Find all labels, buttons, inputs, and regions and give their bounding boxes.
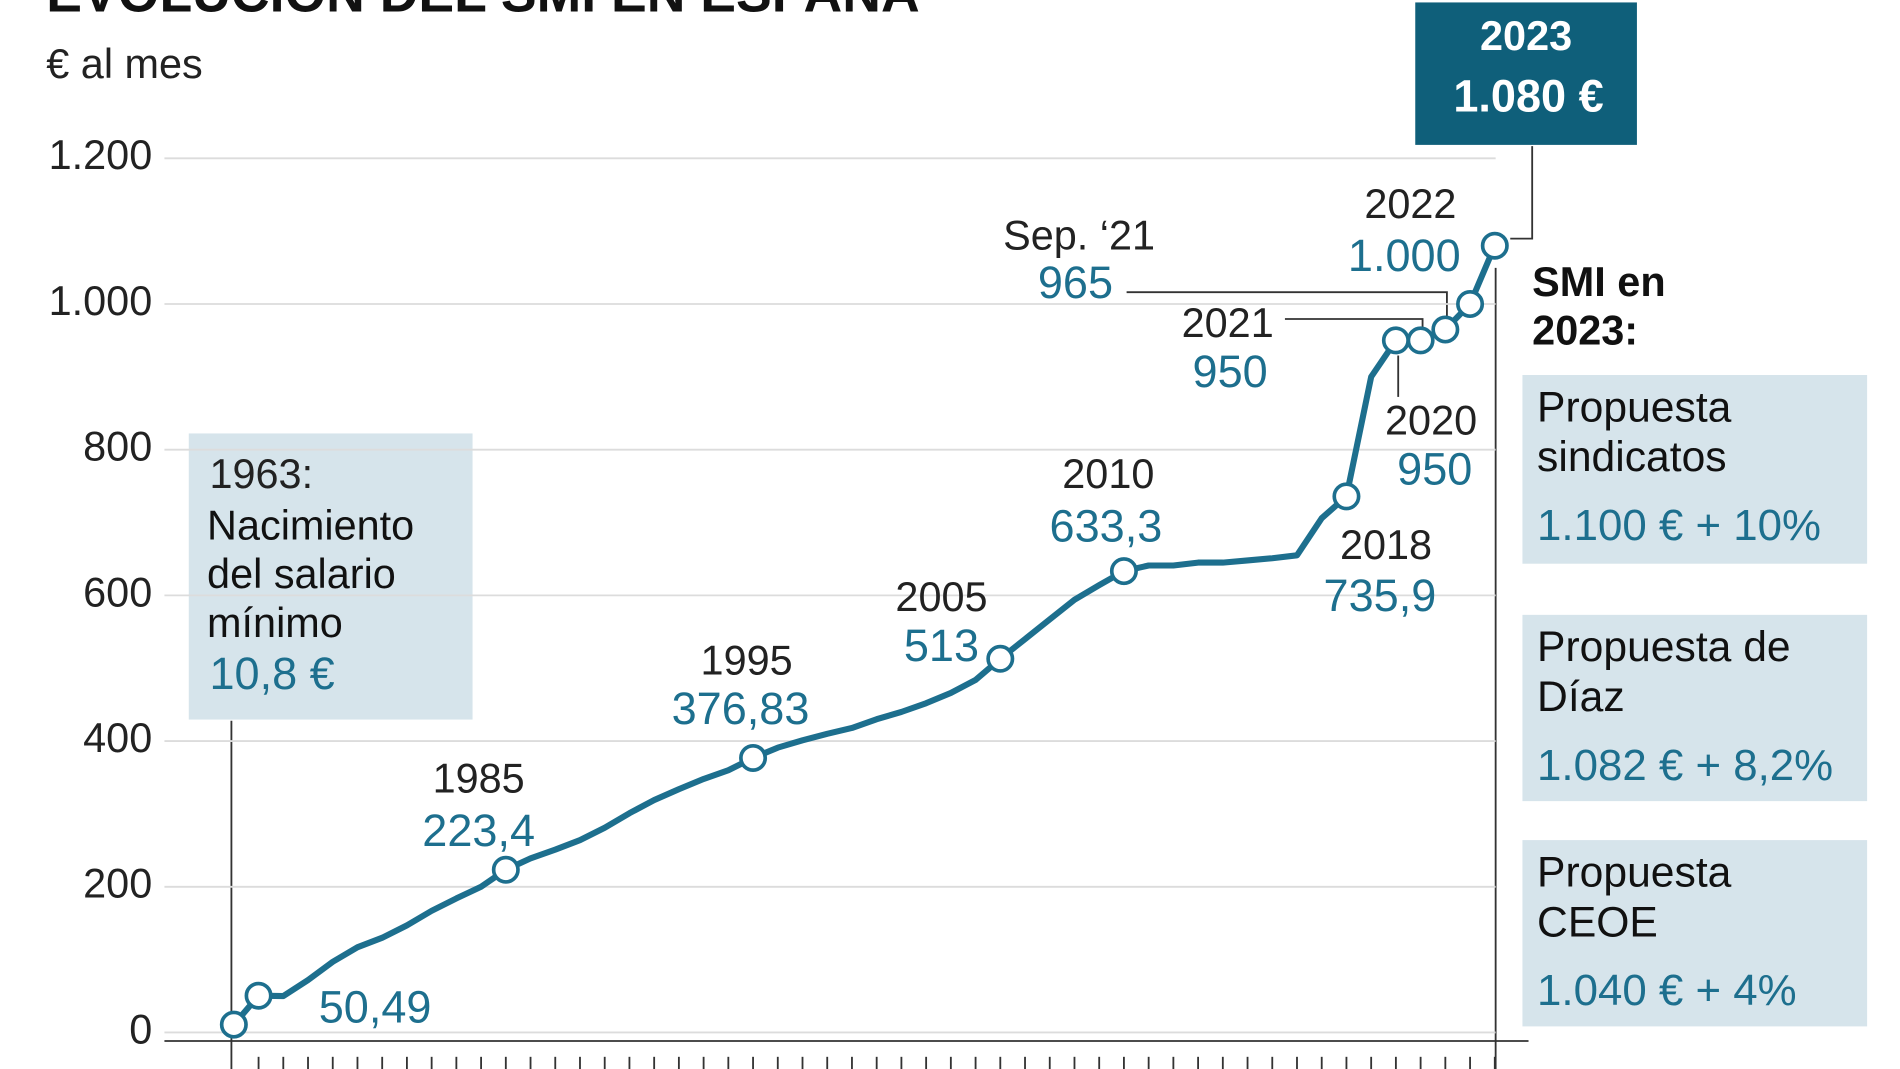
point [1431, 315, 1460, 344]
data-label: 10,8 € [209, 648, 334, 699]
y-tick-label: 200 [83, 861, 152, 907]
point [1381, 326, 1410, 355]
point-year-label: 2020 [1385, 398, 1477, 444]
point-year-label: 2010 [1062, 451, 1154, 497]
point [1109, 557, 1138, 586]
data-label: 735,9 [1324, 570, 1437, 621]
proposal-value: 1.040 € + 4% [1537, 966, 1797, 1015]
point-year-label: 2023 [1480, 13, 1572, 59]
y-tick-label: 1.200 [49, 132, 153, 178]
annotation: Nacimiento del salario mínimo [207, 502, 415, 647]
proposal-label-text: Propuesta CEOE [1537, 848, 1732, 947]
line [231, 244, 1498, 1027]
y-tick-label: 400 [83, 715, 152, 761]
y-tick-label: 0 [129, 1006, 152, 1052]
y-tick-label: 600 [83, 569, 152, 615]
proposal-label: Propuesta de Díaz [1537, 623, 1791, 721]
proposal-label-text: Propuesta sindicatos [1537, 383, 1732, 481]
data-label: 950 [1397, 443, 1472, 494]
data-label: 950 [1193, 346, 1268, 397]
point-year-label: 2018 [1340, 522, 1432, 568]
point [219, 1010, 248, 1039]
y-tick-label: 800 [83, 424, 152, 470]
proposal-label-text: Propuesta de Díaz [1537, 623, 1791, 721]
data-label: 223,4 [422, 805, 535, 856]
data-label: 50,49 [319, 981, 432, 1032]
proposal-value: 1.100 € + 10% [1537, 501, 1821, 550]
point-year-label: 1995 [701, 638, 793, 684]
point-year-label: 2022 [1364, 181, 1456, 227]
point-year-label: 2021 [1182, 300, 1274, 346]
data-label: 633,3 [1050, 501, 1163, 552]
y-tick-label: 1.000 [49, 278, 153, 324]
point [491, 855, 520, 884]
leader-line [1510, 146, 1534, 240]
data-label: 1.080 € [1453, 71, 1603, 122]
proposal-label: Propuesta CEOE [1537, 848, 1732, 947]
data-label: 965 [1038, 257, 1113, 308]
point [244, 981, 273, 1010]
leaders [164, 146, 1534, 1069]
point-year-label: 1985 [433, 756, 525, 802]
point [1456, 289, 1485, 318]
proposal-label: Propuesta sindicatos [1537, 383, 1732, 481]
proposal-box [1522, 614, 1868, 802]
point-year-label: 2005 [895, 574, 987, 620]
data-label: 1.000 [1348, 230, 1461, 281]
highlight-box [1415, 2, 1637, 145]
point [1480, 231, 1509, 260]
point [1406, 326, 1435, 355]
proposal-box [1522, 375, 1868, 564]
point [986, 644, 1015, 673]
side-title-text: SMI en 2023: [1532, 259, 1666, 355]
proposal-value: 1.082 € + 8,2% [1537, 741, 1833, 790]
point-year-label: Sep. ‘21 [1003, 213, 1155, 259]
point-year-label: 1963: [209, 451, 313, 497]
data-label: 376,83 [672, 683, 810, 734]
leader-line [1126, 291, 1448, 319]
annotation-text: Nacimiento del salario mínimo [207, 502, 415, 647]
side-title: SMI en 2023: [1532, 259, 1666, 355]
chart-subtitle: € al mes [46, 41, 202, 87]
grid [164, 157, 1496, 1034]
data-label: 513 [904, 620, 979, 671]
point [1332, 482, 1361, 511]
proposal-box [1522, 840, 1868, 1027]
chart-title: EVOLUCIÓN DEL SMI EN ESPAÑA [46, 0, 919, 24]
annotation-box [188, 433, 473, 720]
point [739, 743, 768, 772]
